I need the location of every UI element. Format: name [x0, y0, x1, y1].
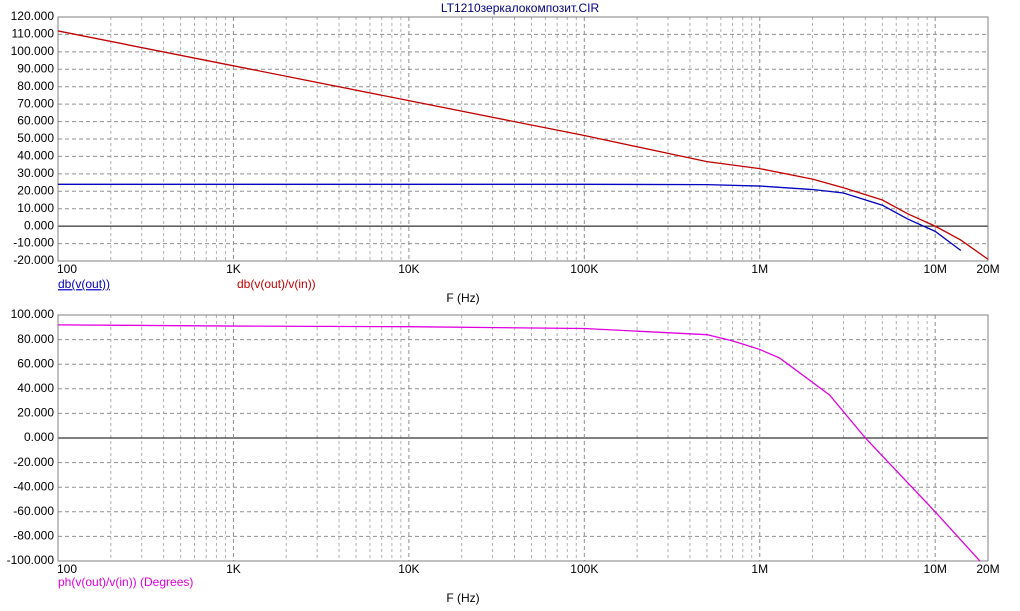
series-line — [58, 183, 962, 252]
series-line — [57, 324, 981, 562]
y-tick-label: -100.000 — [7, 553, 55, 567]
y-tick-label: 90.000 — [17, 61, 54, 75]
chart-title: LT1210зеркалокомпозит.CIR — [441, 1, 600, 15]
y-tick-label: -10.000 — [13, 236, 54, 250]
y-tick-label: 80.000 — [17, 79, 54, 93]
y-tick-label: 10.000 — [17, 201, 54, 215]
legend-label: db(v(out)/v(in)) — [237, 277, 316, 291]
y-tick-label: 60.000 — [17, 356, 54, 370]
series-line — [57, 30, 989, 260]
x-tick-label: 100K — [570, 562, 598, 576]
x-tick-label: 1K — [226, 562, 241, 576]
x-axis-label: F (Hz) — [446, 591, 479, 605]
y-tick-label: 0.000 — [24, 430, 54, 444]
y-tick-label: 20.000 — [17, 406, 54, 420]
x-tick-label: 10K — [398, 562, 419, 576]
legend-label: db(v(out)) — [58, 277, 110, 291]
x-tick-label: 1M — [751, 262, 768, 276]
y-tick-label: -20.000 — [13, 253, 54, 267]
legend-label: ph(v(out)/v(in)) (Degrees) — [58, 575, 193, 589]
y-tick-label: 70.000 — [17, 96, 54, 110]
y-tick-label: 100.000 — [11, 307, 55, 321]
y-tick-label: 0.000 — [24, 218, 54, 232]
y-tick-label: 20.000 — [17, 183, 54, 197]
y-tick-label: -40.000 — [13, 479, 54, 493]
y-tick-label: -20.000 — [13, 455, 54, 469]
x-tick-label: 10K — [398, 262, 419, 276]
y-tick-label: 120.000 — [11, 9, 55, 23]
y-tick-label: -60.000 — [13, 504, 54, 518]
plot-frame — [57, 16, 989, 262]
y-tick-label: 110.000 — [12, 27, 55, 41]
x-tick-label: 100 — [57, 562, 77, 576]
plot-frame — [57, 314, 989, 562]
y-tick-label: 40.000 — [17, 381, 54, 395]
y-tick-label: 30.000 — [17, 166, 54, 180]
y-tick-label: 100.000 — [11, 44, 55, 58]
x-tick-label: 100 — [57, 262, 77, 276]
y-tick-label: 80.000 — [17, 332, 54, 346]
x-tick-label: 10M — [924, 562, 947, 576]
x-tick-label: 1M — [751, 562, 768, 576]
x-axis-label: F (Hz) — [446, 291, 479, 305]
y-tick-label: 40.000 — [17, 149, 54, 163]
y-tick-label: 50.000 — [17, 131, 54, 145]
x-tick-label: 10M — [924, 262, 947, 276]
x-tick-label: 20M — [976, 262, 999, 276]
x-tick-label: 1K — [226, 262, 241, 276]
y-tick-label: 60.000 — [17, 114, 54, 128]
x-tick-label: 20M — [976, 562, 999, 576]
x-tick-label: 100K — [570, 262, 598, 276]
y-tick-label: -80.000 — [13, 529, 54, 543]
